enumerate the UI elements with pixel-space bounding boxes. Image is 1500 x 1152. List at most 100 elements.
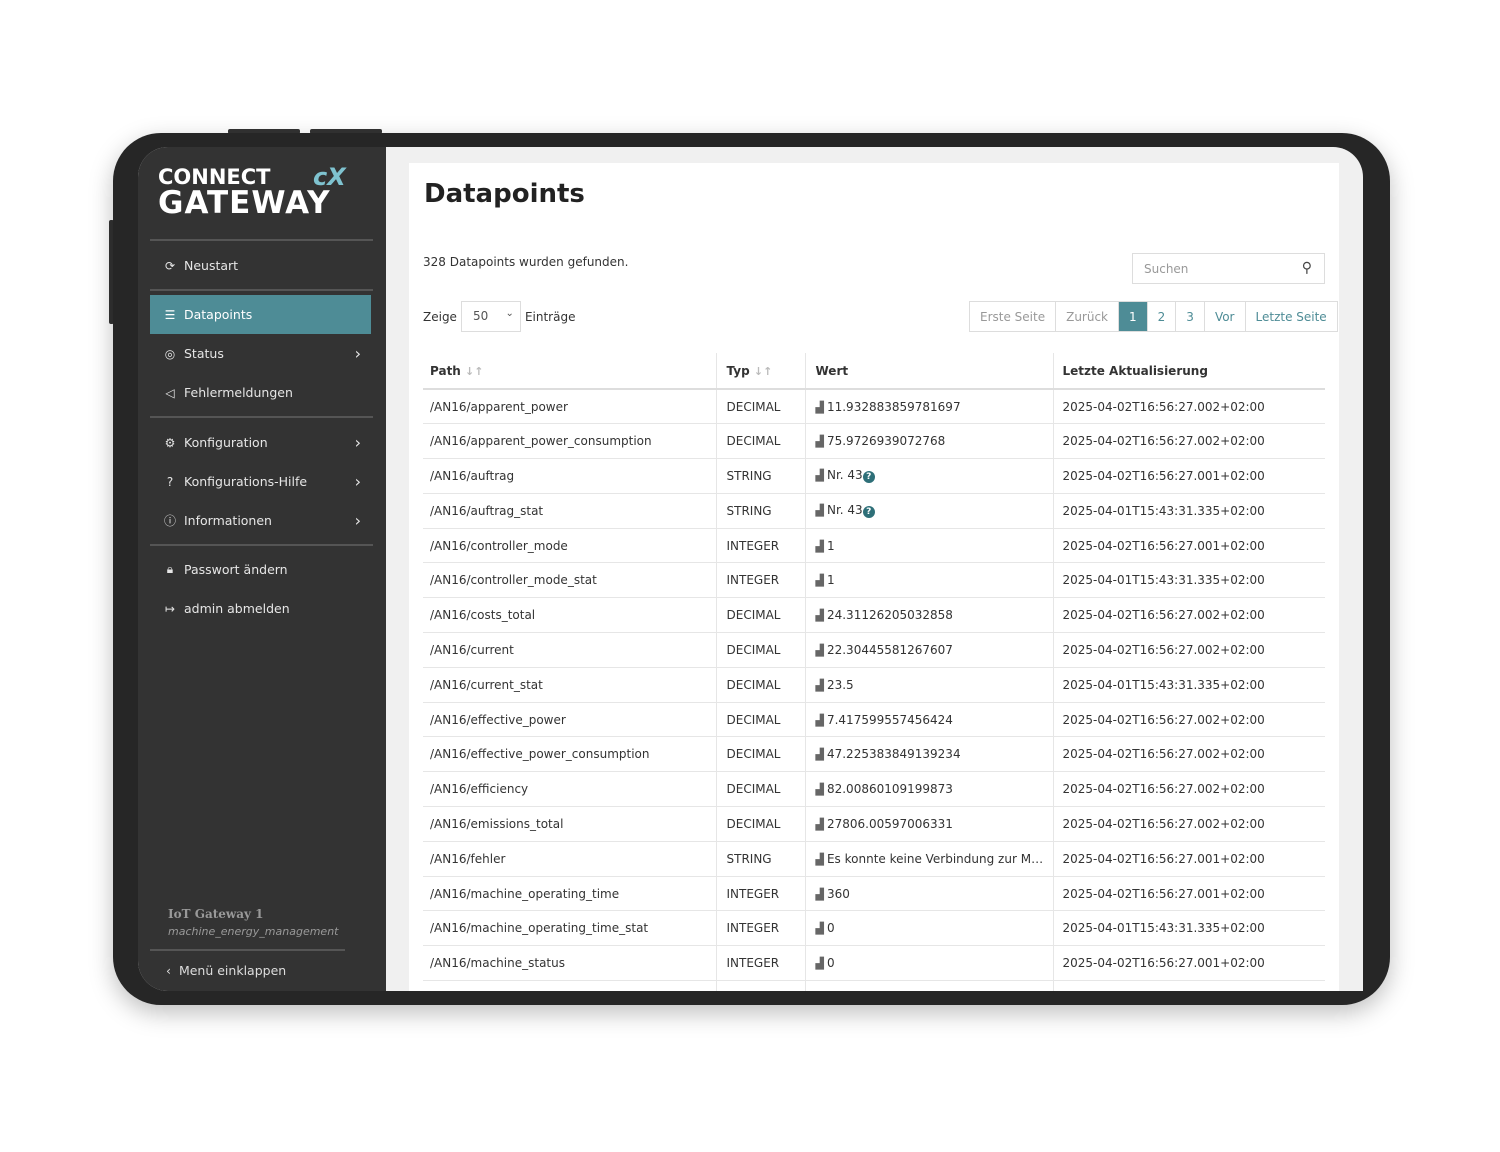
cell-updated: 2025-04-02T16:56:27.001+02:00 xyxy=(1053,841,1325,877)
cell-type: DECIMAL xyxy=(716,423,806,460)
sidebar-item-konfiguration[interactable]: ⚙ Konfiguration › xyxy=(150,423,371,462)
last-page-button[interactable]: Letzte Seite xyxy=(1255,310,1327,324)
cell-updated: 2025-04-01T15:43:31.335+02:00 xyxy=(1053,562,1325,599)
table-row[interactable]: /AN16/apparent_power DECIMAL ▟ 11.932883859… xyxy=(423,389,1325,425)
table-row[interactable]: /AN16/effective_power DECIMAL ▟ 7.417599557… xyxy=(423,702,1325,738)
machine-icon: ▟ xyxy=(815,957,824,971)
divider xyxy=(150,949,345,951)
value-text: 22.30445581267607 xyxy=(826,642,953,657)
cell-value: ▟ 24.31126205032858 xyxy=(805,597,1054,634)
sort-icon[interactable]: ↓↑ xyxy=(465,364,484,378)
sidebar-item-label: Fehlermeldungen xyxy=(184,385,293,400)
table-row[interactable]: /AN16/controller_mode_stat INTEGER ▟ 1 2025-… xyxy=(423,562,1325,599)
cell-type: INTEGER xyxy=(716,945,806,982)
column-header-wert: Wert xyxy=(805,353,1054,390)
table-row[interactable]: /AN16/auftrag STRING ▟ Nr. 43? 2025-04-02T16… xyxy=(423,458,1325,494)
cell-path: /AN16/machine_status_stat xyxy=(423,980,717,991)
column-header-path[interactable]: Path ↓↑ xyxy=(423,353,717,390)
page-1-button[interactable]: 1 xyxy=(1119,302,1148,331)
cell-type: INTEGER xyxy=(716,980,806,991)
cell-path: /AN16/machine_operating_time xyxy=(423,876,717,912)
table-row[interactable]: /AN16/efficiency DECIMAL ▟ 82.0086010919987… xyxy=(423,771,1325,808)
cell-value: ▟ 27806.00597006331 xyxy=(805,806,1054,842)
chevron-right-icon: › xyxy=(354,344,361,363)
search-input[interactable]: Suchen ⚲ xyxy=(1132,253,1325,284)
machine-icon: ▟ xyxy=(815,609,824,623)
lock-icon: 🔒︎ xyxy=(166,562,174,576)
header-label: Typ xyxy=(726,363,750,378)
column-header-typ[interactable]: Typ ↓↑ xyxy=(716,353,806,390)
sidebar-item-konfigurations-hilfe[interactable]: ? Konfigurations-Hilfe › xyxy=(150,462,371,501)
table-row[interactable]: /AN16/current DECIMAL ▟ 22.30445581267607 20… xyxy=(423,632,1325,668)
cell-path: /AN16/emissions_total xyxy=(423,806,717,842)
cell-type: DECIMAL xyxy=(716,597,806,634)
cell-path: /AN16/efficiency xyxy=(423,771,717,808)
value-text: Nr. 43 xyxy=(826,468,863,483)
prev-page-button[interactable]: Zurück xyxy=(1056,302,1120,331)
refresh-icon: ⟳ xyxy=(164,258,176,273)
page-2-button[interactable]: 2 xyxy=(1148,302,1177,331)
table-row[interactable]: /AN16/current_stat DECIMAL ▟ 23.5 2025-04-01… xyxy=(423,667,1325,703)
table-row[interactable]: /AN16/machine_operating_time_stat INTEGER… xyxy=(423,910,1325,947)
sidebar-item-label: Konfigurations-Hilfe xyxy=(184,474,308,489)
sidebar-item-fehlermeldungen[interactable]: ◁ Fehlermeldungen xyxy=(150,373,371,412)
sidebar-item-label: Neustart xyxy=(184,258,239,273)
table-row[interactable]: /AN16/fehler STRING ▟ Es konnte keine Verbi… xyxy=(423,841,1325,877)
cell-type: DECIMAL xyxy=(716,389,806,425)
cell-value: ▟ 1 xyxy=(805,562,1054,599)
table-row[interactable]: /AN16/machine_status_statINTEGER▟02025-0… xyxy=(423,980,1325,991)
table-row[interactable]: /AN16/machine_operating_time INTEGER ▟ 360 2… xyxy=(423,876,1325,912)
sidebar-item-neustart[interactable]: ⟳ Neustart xyxy=(150,246,371,285)
value-text: 0 xyxy=(826,921,835,936)
cell-updated: 2025-04-02T16:56:27.002+02:00 xyxy=(1053,771,1325,808)
sidebar-item-admin-abmelden[interactable]: ↦ admin abmelden xyxy=(150,589,371,628)
help-icon[interactable]: ? xyxy=(862,471,875,484)
cell-updated: 2025-04-02T16:56:27.001+02:00 xyxy=(1053,876,1325,912)
page-3-button[interactable]: 3 xyxy=(1176,302,1205,331)
machine-icon: ▟ xyxy=(815,678,824,692)
sidebar-item-datapoints[interactable]: ☰ Datapoints xyxy=(150,295,371,334)
cell-updated: 2025-04-02T16:56:27.002+02:00 xyxy=(1053,423,1325,460)
cell-updated: 2025-04-02T16:56:27.001+02:00 xyxy=(1053,528,1325,564)
cell-updated: 2025-04-02T16:56:27.002+02:00 xyxy=(1053,702,1325,738)
cell-path: /AN16/apparent_power xyxy=(423,389,717,425)
logo-badge: cX xyxy=(313,163,346,191)
page-size-select[interactable]: 50 ⌄ xyxy=(460,301,521,332)
cell-path: /AN16/auftrag xyxy=(423,458,717,494)
value-text: 24.31126205032858 xyxy=(826,608,953,623)
cell-path: /AN16/machine_status xyxy=(423,945,717,982)
first-page-button[interactable]: Erste Seite xyxy=(970,302,1057,331)
table-row[interactable]: /AN16/costs_total DECIMAL ▟ 24.311262050328… xyxy=(423,597,1325,634)
next-page-button[interactable]: Vor xyxy=(1205,302,1246,331)
cell-type: DECIMAL xyxy=(716,736,806,773)
machine-icon: ▟ xyxy=(815,783,824,797)
cell-updated: 2025-04-02T16:56:27.002+02:00 xyxy=(1053,806,1325,842)
value-text: 75.9726939072768 xyxy=(826,434,946,449)
sidebar-item-passwort-ndern[interactable]: 🔒︎ Passwort ändern xyxy=(150,550,371,589)
table-row[interactable]: /AN16/emissions_total DECIMAL ▟ 27806.00597… xyxy=(423,806,1325,842)
search-icon[interactable]: ⚲ xyxy=(1301,260,1312,276)
sidebar-item-informationen[interactable]: ⓘ Informationen › xyxy=(150,501,371,540)
cell-value: ▟ 22.30445581267607 xyxy=(805,632,1054,668)
table-row[interactable]: /AN16/machine_status INTEGER ▟ 0 2025-04-02T… xyxy=(423,945,1325,982)
cell-value: ▟ 75.9726939072768 xyxy=(805,423,1054,460)
table-row[interactable]: /AN16/controller_mode INTEGER ▟ 1 2025-04-02… xyxy=(423,528,1325,564)
cell-path: /AN16/costs_total xyxy=(423,597,717,634)
collapse-menu-button[interactable]: ‹ Menü einklappen xyxy=(166,963,286,978)
table-row[interactable]: /AN16/effective_power_consumption DECIMAL… xyxy=(423,736,1325,773)
help-icon[interactable]: ? xyxy=(862,506,875,519)
table-row[interactable]: /AN16/auftrag_stat STRING ▟ Nr. 43? 2025-04-… xyxy=(423,493,1325,529)
cell-updated: 2025-04-02T16:56:27.002+02:00 xyxy=(1053,389,1325,425)
sort-icon[interactable]: ↓↑ xyxy=(753,364,773,378)
gateway-name: IoT Gateway 1 xyxy=(168,907,264,921)
table-row[interactable]: /AN16/apparent_power_consumption DECIMAL ▟… xyxy=(423,423,1325,460)
cell-path: /AN16/controller_mode_stat xyxy=(423,562,717,599)
sidebar-item-label: Status xyxy=(184,346,224,361)
machine-icon: ▟ xyxy=(815,643,824,657)
logo-line1: CONNECT xyxy=(158,165,271,189)
sidebar: CONNECT GATEWAY cX ⟳ Neustart ☰ Datapoints ◎… xyxy=(138,147,386,991)
column-header-updated: Letzte Aktualisierung xyxy=(1053,353,1325,390)
cell-value: ▟ 82.00860109199873 xyxy=(805,771,1054,808)
sidebar-item-status[interactable]: ◎ Status › xyxy=(150,334,371,373)
cell-updated: 2025-04-01T15:43:31.335+02:00 xyxy=(1053,910,1325,947)
